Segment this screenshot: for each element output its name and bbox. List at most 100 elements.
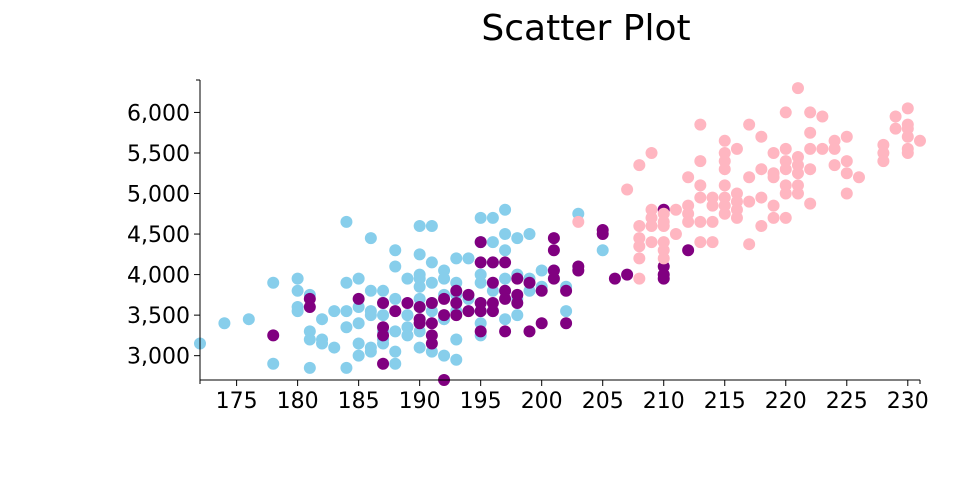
data-point: [779, 211, 792, 224]
x-tick-label: 230: [887, 389, 929, 414]
data-point: [840, 187, 853, 200]
data-point: [511, 232, 524, 245]
data-point: [267, 329, 280, 342]
data-point: [706, 236, 719, 249]
data-point: [499, 313, 512, 326]
data-point: [767, 211, 780, 224]
data-point: [401, 329, 414, 342]
data-point: [657, 272, 670, 285]
x-tick-label: 190: [399, 389, 441, 414]
data-point: [547, 232, 560, 245]
y-tick-label: 3,500: [127, 304, 190, 329]
data-point: [389, 260, 402, 273]
series-2: [267, 203, 695, 386]
data-point: [804, 197, 817, 210]
data-point: [450, 284, 463, 297]
data-point: [547, 244, 560, 257]
data-point: [413, 317, 426, 330]
data-point: [413, 219, 426, 232]
data-point: [267, 276, 280, 289]
data-point: [499, 272, 512, 285]
data-point: [791, 187, 804, 200]
data-point: [389, 305, 402, 318]
data-point: [340, 361, 353, 374]
data-point: [316, 337, 329, 350]
data-point: [804, 126, 817, 139]
data-point: [657, 252, 670, 265]
data-point: [486, 305, 499, 318]
x-tick-label: 210: [643, 389, 685, 414]
data-point: [914, 134, 926, 147]
data-point: [364, 284, 377, 297]
data-point: [816, 142, 829, 155]
data-point: [328, 305, 341, 318]
data-point: [425, 256, 438, 269]
data-point: [438, 309, 451, 322]
data-point: [535, 284, 548, 297]
data-point: [511, 309, 524, 322]
data-point: [730, 142, 743, 155]
data-point: [523, 325, 536, 338]
data-point: [791, 82, 804, 95]
data-point: [486, 256, 499, 269]
data-point: [901, 102, 914, 115]
data-point: [450, 252, 463, 265]
data-point: [669, 203, 682, 216]
data-point: [425, 337, 438, 350]
data-point: [364, 232, 377, 245]
data-point: [535, 317, 548, 330]
y-tick-label: 4,500: [127, 223, 190, 248]
data-point: [743, 195, 756, 208]
data-point: [377, 357, 390, 370]
data-point: [633, 272, 646, 285]
x-tick-label: 215: [704, 389, 746, 414]
data-point: [840, 167, 853, 180]
data-point: [718, 207, 731, 220]
data-point: [438, 292, 451, 305]
data-point: [730, 211, 743, 224]
data-point: [718, 163, 731, 176]
data-point: [303, 333, 316, 346]
x-tick-label: 185: [338, 389, 380, 414]
data-point: [364, 345, 377, 358]
data-point: [474, 325, 487, 338]
data-point: [474, 276, 487, 289]
data-point: [352, 292, 365, 305]
data-point: [572, 215, 585, 228]
data-point: [645, 236, 658, 249]
data-point: [352, 272, 365, 285]
data-point: [840, 155, 853, 168]
data-point: [438, 349, 451, 362]
data-point: [682, 215, 695, 228]
data-point: [535, 264, 548, 277]
data-point: [779, 187, 792, 200]
x-tick-label: 195: [460, 389, 502, 414]
data-point: [755, 219, 768, 232]
data-point: [596, 244, 609, 257]
data-point: [328, 341, 341, 354]
data-point: [401, 296, 414, 309]
data-point: [572, 264, 585, 277]
data-point: [547, 272, 560, 285]
data-point: [511, 296, 524, 309]
data-point: [621, 268, 634, 281]
x-tick-label: 205: [582, 389, 624, 414]
data-point: [340, 276, 353, 289]
data-point: [645, 219, 658, 232]
data-point: [462, 252, 475, 265]
data-point: [389, 357, 402, 370]
data-point: [767, 199, 780, 212]
data-point: [413, 280, 426, 293]
data-point: [560, 305, 573, 318]
data-point: [755, 130, 768, 143]
data-point: [486, 211, 499, 224]
data-point: [316, 313, 329, 326]
data-point: [596, 228, 609, 241]
data-point: [486, 276, 499, 289]
data-point: [474, 236, 487, 249]
series-3: [572, 82, 926, 285]
data-point: [377, 309, 390, 322]
data-point: [718, 134, 731, 147]
